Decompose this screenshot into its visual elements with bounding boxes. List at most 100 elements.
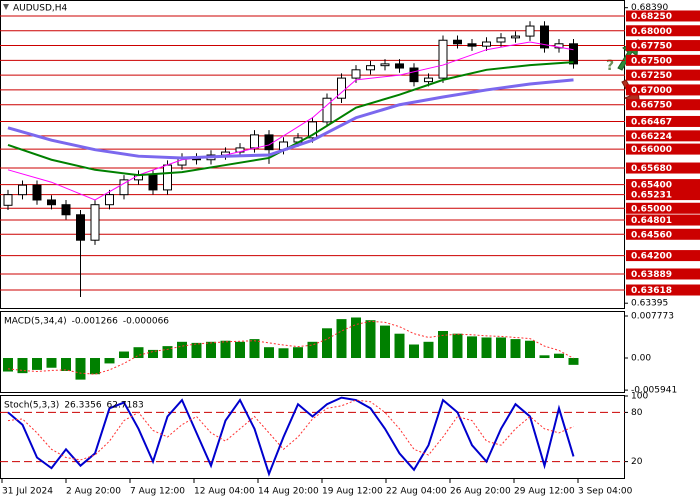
level-label-bg: [626, 69, 700, 81]
macd-bar: [510, 339, 521, 359]
candle-body: [366, 65, 375, 71]
macd-bar: [336, 319, 347, 359]
x-tick-label: 22 Aug 04:00: [386, 487, 447, 497]
y-tick-label: 0.68390: [631, 3, 668, 13]
macd-bar: [293, 347, 303, 359]
level-label: 0.66224: [631, 132, 672, 142]
candle-body: [264, 134, 274, 151]
level-label: 0.68250: [631, 12, 672, 22]
y-tick-label: 0.00: [631, 354, 651, 364]
stoch-line: [7, 396, 575, 477]
macd-bar: [46, 358, 57, 368]
level-label: 0.63618: [631, 286, 672, 296]
macd-bar: [90, 358, 100, 375]
macd-bar: [119, 351, 129, 359]
macd-bar: [191, 342, 202, 359]
x-tick-label: 7 Aug 12:00: [130, 487, 185, 497]
candle-body: [61, 204, 71, 216]
macd-bar: [177, 341, 187, 359]
x-tick-label: 31 Jul 2024: [2, 487, 53, 497]
y-tick-label: 80: [631, 408, 643, 418]
level-label-bg: [626, 99, 700, 111]
signal-value: -0.000066: [123, 317, 169, 327]
macd-bar: [351, 317, 361, 359]
y-tick-label: 100: [631, 392, 648, 402]
level-label-bg: [626, 268, 700, 280]
level-label-bg: [626, 25, 700, 37]
candle-body: [32, 184, 42, 201]
macd-bar: [3, 358, 13, 372]
level-label-bg: [626, 40, 700, 52]
level-label: 0.68000: [631, 27, 672, 37]
level-label: 0.64560: [631, 230, 672, 240]
macd-bar: [206, 341, 216, 359]
macd-bar: [409, 344, 419, 359]
level-label: 0.67000: [631, 86, 672, 96]
level-label-bg: [626, 189, 700, 201]
candle-body: [511, 35, 520, 39]
macd-bar: [235, 341, 245, 359]
level-label: 0.66750: [631, 101, 672, 111]
level-label: 0.67500: [631, 56, 672, 66]
macd-bar: [467, 336, 477, 359]
y-tick-label: 0.63395: [631, 299, 668, 309]
level-label-bg: [626, 284, 700, 296]
candle-body: [76, 214, 85, 241]
candle-body: [351, 69, 361, 79]
level-label: 0.65000: [631, 204, 672, 214]
level-label-bg: [626, 179, 700, 191]
symbol-icon: [3, 4, 9, 10]
macd-value: -0.001266: [72, 317, 118, 327]
macd-bar: [148, 349, 158, 359]
candle-body: [453, 39, 462, 45]
level-label: 0.66467: [631, 117, 672, 127]
level-label-bg: [626, 228, 700, 240]
macd-signal: [7, 320, 574, 375]
macd-bar: [278, 348, 289, 359]
y-tick-label: -0.005941: [631, 386, 677, 396]
macd-bar: [568, 358, 579, 365]
level-label-bg: [626, 84, 700, 96]
level-label-bg: [626, 130, 700, 142]
moving-average: [7, 78, 574, 160]
candle-body: [409, 67, 419, 83]
macd-bar: [264, 347, 274, 359]
macd-bar: [496, 337, 506, 359]
macd-bar: [133, 347, 144, 359]
level-label-bg: [626, 250, 700, 262]
level-label-bg: [626, 202, 700, 214]
candle-body: [119, 179, 129, 196]
candle-body: [322, 97, 332, 123]
x-tick-label: 14 Aug 20:00: [258, 487, 319, 497]
macd-panel-frame: [0, 311, 625, 393]
level-label-bg: [626, 143, 700, 155]
candle-body: [105, 194, 114, 206]
candle-body: [424, 77, 433, 83]
level-label: 0.67750: [631, 42, 672, 52]
macd-bar: [220, 340, 231, 359]
candle-body: [163, 164, 172, 191]
y-tick-label: 20: [631, 457, 643, 467]
level-label-bg: [626, 54, 700, 66]
candle-body: [148, 174, 158, 191]
candle-body: [482, 41, 491, 47]
macd-bar: [365, 320, 376, 359]
macd-bar: [32, 358, 42, 370]
x-tick-label: 12 Aug 04:00: [194, 487, 255, 497]
level-label-bg: [626, 10, 700, 22]
macd-bar: [61, 358, 71, 371]
candle-body: [395, 63, 404, 69]
level-label: 0.65231: [631, 191, 672, 201]
y-tick-label: 0.007773: [631, 312, 674, 322]
level-label: 0.64200: [631, 252, 672, 262]
candle-body: [18, 184, 27, 196]
x-tick-label: 29 Aug 12:00: [514, 487, 575, 497]
chart-title: AUDUSD,H4: [13, 4, 68, 14]
candle-body: [47, 199, 56, 206]
candle-body: [540, 25, 549, 49]
candle-body: [3, 194, 13, 206]
macd-bar: [394, 333, 405, 359]
